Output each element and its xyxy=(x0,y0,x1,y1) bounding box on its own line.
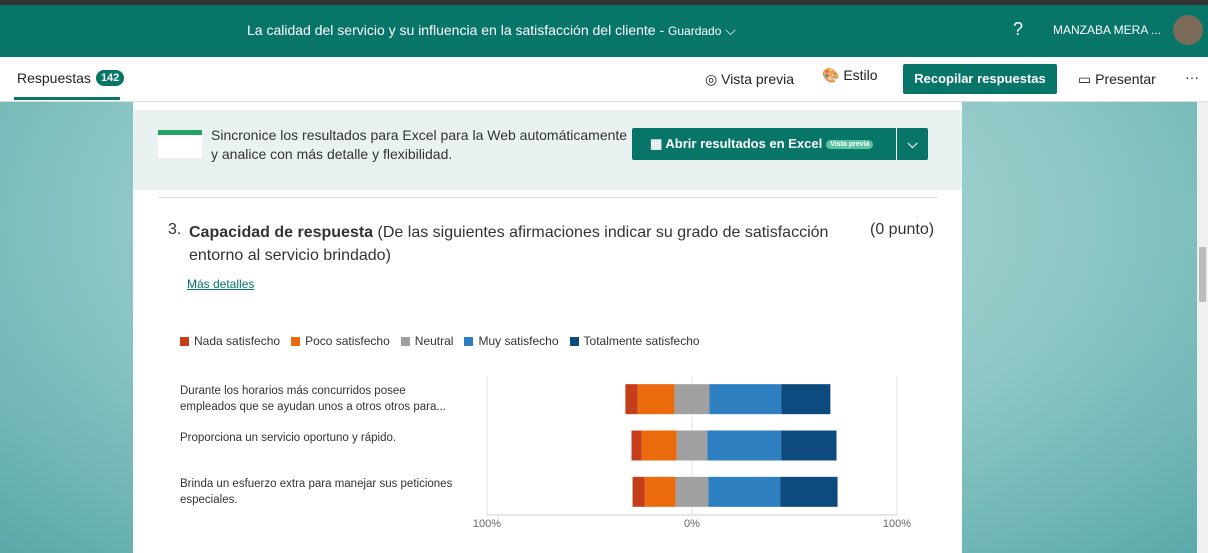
x-tick-label: 100% xyxy=(883,518,911,530)
category-label: Proporciona un servicio oportuno y rápid… xyxy=(180,430,465,446)
bar-segment xyxy=(677,431,708,461)
bar-segment xyxy=(675,384,710,414)
bar-segment xyxy=(676,477,709,507)
bar-segment xyxy=(633,477,645,507)
x-tick-label: 100% xyxy=(473,518,501,530)
category-label: Durante los horarios más concurridos pos… xyxy=(180,383,465,415)
bar-segment xyxy=(707,431,781,461)
bar-segment xyxy=(645,477,676,507)
x-tick-label: 0% xyxy=(684,518,700,530)
bar-segment xyxy=(625,384,637,414)
page: La calidad del servicio y su influencia … xyxy=(0,0,1208,553)
bar-segment xyxy=(642,431,677,461)
bar-segment xyxy=(638,384,675,414)
category-label: Brinda un esfuerzo extra para manejar su… xyxy=(180,476,465,508)
bar-segment xyxy=(709,384,781,414)
bar-segment xyxy=(708,477,780,507)
chart: 100% 0% 100% xyxy=(0,0,1208,553)
bar-segment xyxy=(781,384,830,414)
bar-segment xyxy=(781,431,836,461)
bar-segment xyxy=(632,431,642,461)
bar-segment xyxy=(780,477,837,507)
